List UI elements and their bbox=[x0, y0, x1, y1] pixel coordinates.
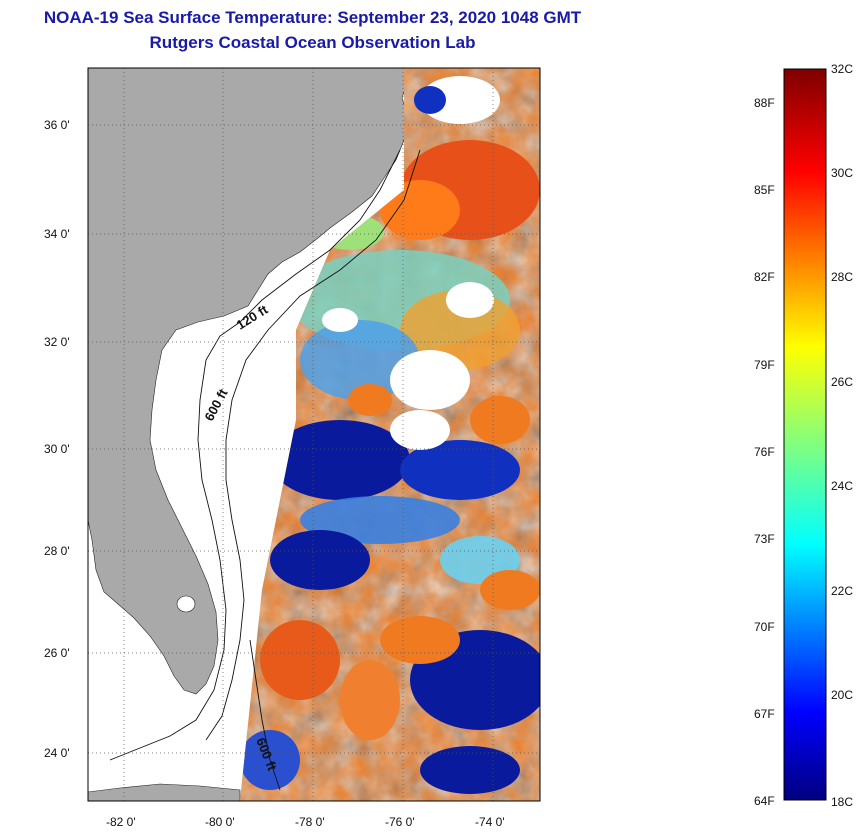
colorbar-fahrenheit-label: 85F bbox=[754, 183, 775, 197]
colorbar-fahrenheit-label: 70F bbox=[754, 620, 775, 634]
colorbar-fahrenheit-labels: 88F 85F 82F 79F 76F 73F 70F 67F 64F bbox=[754, 96, 775, 808]
colorbar-fahrenheit-label: 88F bbox=[754, 96, 775, 110]
colorbar-celsius-label: 28C bbox=[831, 270, 853, 284]
colorbar-celsius-label: 20C bbox=[831, 688, 853, 702]
colorbar-celsius-label: 26C bbox=[831, 375, 853, 389]
map-title: NOAA-19 Sea Surface Temperature: Septemb… bbox=[43, 8, 582, 27]
lat-tick: 24 0' bbox=[44, 746, 70, 760]
lon-tick: -74 0' bbox=[475, 815, 505, 829]
grid-lines bbox=[88, 68, 540, 801]
lat-tick: 36 0' bbox=[44, 118, 70, 132]
colorbar-fahrenheit-label: 73F bbox=[754, 532, 775, 546]
map-frame bbox=[87, 67, 541, 802]
map-subtitle: Rutgers Coastal Ocean Observation Lab bbox=[149, 33, 476, 52]
cuba-land bbox=[88, 783, 241, 801]
colorbar bbox=[783, 68, 827, 801]
colorbar-celsius-label: 32C bbox=[831, 62, 853, 76]
colorbar-fahrenheit-label: 67F bbox=[754, 707, 775, 721]
colorbar-celsius-label: 30C bbox=[831, 166, 853, 180]
lat-tick: 28 0' bbox=[44, 544, 70, 558]
lat-tick: 30 0' bbox=[44, 442, 70, 456]
lat-tick: 34 0' bbox=[44, 227, 70, 241]
colorbar-fahrenheit-label: 82F bbox=[754, 270, 775, 284]
lon-tick: -78 0' bbox=[295, 815, 325, 829]
colorbar-fahrenheit-label: 76F bbox=[754, 445, 775, 459]
colorbar-celsius-label: 24C bbox=[831, 479, 853, 493]
lon-axis: -82 0' -80 0' -78 0' -76 0' -74 0' bbox=[106, 815, 505, 829]
colorbar-celsius-label: 22C bbox=[831, 584, 853, 598]
lon-tick: -82 0' bbox=[106, 815, 136, 829]
colorbar-celsius-labels: 32C 30C 28C 26C 24C 22C 20C 18C bbox=[831, 62, 853, 809]
lat-tick: 32 0' bbox=[44, 335, 70, 349]
colorbar-fahrenheit-label: 79F bbox=[754, 358, 775, 372]
lon-tick: -76 0' bbox=[385, 815, 415, 829]
contour-120ft bbox=[109, 149, 401, 761]
lon-tick: -80 0' bbox=[205, 815, 235, 829]
lat-axis: 36 0' 34 0' 32 0' 30 0' 28 0' 26 0' 24 0… bbox=[44, 118, 70, 760]
contour-600ft-south bbox=[249, 639, 281, 791]
land-mass bbox=[88, 68, 409, 695]
lake-okeechobee bbox=[176, 595, 196, 613]
contour-600ft bbox=[205, 149, 421, 741]
colorbar-celsius-label: 18C bbox=[831, 795, 853, 809]
colorbar-fahrenheit-label: 64F bbox=[754, 794, 775, 808]
lat-tick: 26 0' bbox=[44, 646, 70, 660]
